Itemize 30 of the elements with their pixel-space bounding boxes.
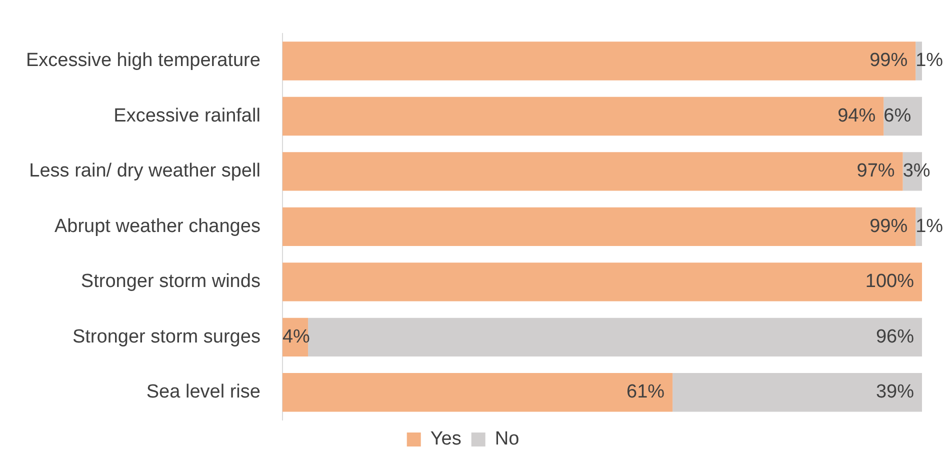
data-label: 96% xyxy=(876,326,914,348)
bar xyxy=(282,42,916,80)
data-label: 99% xyxy=(870,216,908,237)
bar xyxy=(282,207,916,246)
data-label: 6% xyxy=(884,105,912,126)
y-tick-label: Excessive rainfall xyxy=(114,105,260,126)
data-label: 4% xyxy=(282,326,310,348)
data-label: 94% xyxy=(838,105,876,126)
data-label: 97% xyxy=(856,160,895,182)
bar xyxy=(282,373,673,412)
data-label: 61% xyxy=(626,382,665,403)
data-label: 99% xyxy=(870,50,908,72)
bar xyxy=(308,318,922,356)
y-tick-label: Less rain/ dry weather spell xyxy=(29,160,260,182)
legend-label: Yes xyxy=(430,428,462,450)
data-label: 3% xyxy=(902,160,930,182)
bar xyxy=(672,373,922,412)
data-label: 1% xyxy=(916,216,944,237)
y-tick-label: Abrupt weather changes xyxy=(54,216,260,237)
bar xyxy=(282,152,903,191)
legend-label: No xyxy=(494,428,520,450)
bar xyxy=(282,262,922,302)
y-tick-label: Stronger storm winds xyxy=(80,271,260,292)
bar xyxy=(282,96,884,136)
y-tick-label: Sea level rise xyxy=(146,382,260,403)
data-label: 100% xyxy=(865,271,914,292)
data-label: 39% xyxy=(876,382,914,403)
y-tick-label: Stronger storm surges xyxy=(72,326,260,348)
data-label: 1% xyxy=(916,50,944,72)
y-tick-label: Excessive high temperature xyxy=(26,50,260,72)
